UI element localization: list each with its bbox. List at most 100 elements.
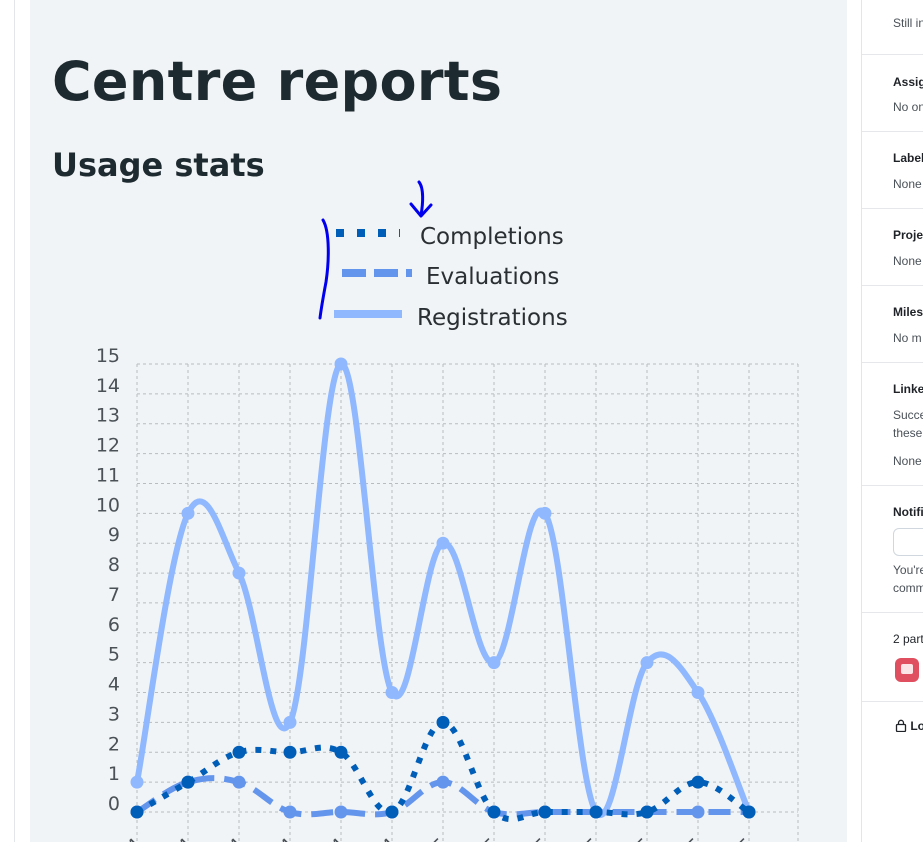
- y-tick-label: 13: [96, 405, 120, 427]
- data-point-registrations: [181, 506, 195, 520]
- right-sidebar: Still in Assig No on Label None Projec N…: [862, 0, 923, 842]
- sidebar-value-assignees: No on: [893, 100, 923, 114]
- data-point-completions: [640, 805, 654, 819]
- y-tick-label: 15: [96, 345, 120, 367]
- usage-stats-chart: Completions Evaluations Registrations 0 1 2 3…: [96, 180, 799, 842]
- x-tick-label: 15: [471, 834, 504, 842]
- page-title: Centre reports: [52, 50, 503, 113]
- x-tick-label: 14: [114, 834, 147, 842]
- avatar-icon[interactable]: [895, 658, 919, 682]
- x-tick-label: 15: [624, 834, 657, 842]
- sidebar-linked-text-2: these: [893, 426, 923, 440]
- sidebar-divider: [862, 612, 923, 613]
- y-tick-label: 1: [108, 763, 120, 785]
- sidebar-linked-text-1: Succe: [893, 408, 923, 422]
- sidebar-heading-labels[interactable]: Label: [893, 151, 923, 165]
- y-tick-label: 2: [108, 733, 120, 755]
- data-point-registrations: [436, 536, 450, 550]
- data-point-completions: [742, 805, 756, 819]
- y-tick-label: 4: [108, 674, 120, 696]
- section-title: Usage stats: [52, 146, 265, 184]
- sidebar-divider: [862, 131, 923, 132]
- data-point-completions: [538, 805, 552, 819]
- sidebar-heading-projects[interactable]: Projec: [893, 228, 923, 242]
- sidebar-heading-assignees[interactable]: Assig: [893, 75, 923, 89]
- sidebar-notifications-text-2: comm: [893, 581, 923, 595]
- y-tick-label: 14: [96, 375, 120, 397]
- data-point-registrations: [385, 686, 399, 700]
- sidebar-divider: [862, 285, 923, 286]
- data-point-registrations: [487, 656, 501, 670]
- data-point-evaluations: [436, 775, 450, 789]
- sidebar-divider: [862, 485, 923, 486]
- data-point-completions: [232, 745, 246, 759]
- sidebar-notifications-text-1: You're: [893, 563, 923, 577]
- data-point-completions: [691, 775, 705, 789]
- subscribe-button[interactable]: [893, 528, 923, 556]
- data-point-evaluations: [334, 805, 348, 819]
- y-tick-label: 7: [108, 584, 120, 606]
- y-tick-label: 5: [108, 644, 120, 666]
- legend-label-registrations: Registrations: [417, 305, 568, 331]
- left-border: [14, 0, 15, 842]
- data-point-completions: [436, 715, 450, 729]
- chart-series: [130, 357, 756, 823]
- data-point-evaluations: [232, 775, 246, 789]
- sidebar-divider: [862, 54, 923, 55]
- main-panel: Centre reports Usage stats Completions Ev…: [30, 0, 847, 842]
- sidebar-value-projects: None: [893, 254, 922, 268]
- y-tick-label: 0: [108, 793, 120, 815]
- x-tick-label: 14: [216, 834, 249, 842]
- y-tick-label: 11: [96, 464, 120, 486]
- sidebar-heading-linked[interactable]: Linke: [893, 382, 923, 396]
- chart-axes: 0123456789101112131415141414141414151515…: [96, 345, 799, 842]
- x-tick-label: 14: [165, 834, 198, 842]
- x-tick-label: 15: [675, 834, 708, 842]
- lock-label: Lo: [910, 719, 923, 733]
- x-tick-label: 15: [420, 834, 453, 842]
- sidebar-participants-heading: 2 part: [893, 632, 923, 646]
- data-point-evaluations: [283, 805, 297, 819]
- data-point-evaluations: [691, 805, 705, 819]
- sidebar-heading-milestone[interactable]: Miles: [893, 305, 923, 319]
- x-tick-label: 15: [522, 834, 555, 842]
- annotation-bracket: [318, 218, 330, 320]
- sidebar-value-milestone: No m: [893, 331, 922, 345]
- y-tick-label: 10: [96, 494, 120, 516]
- x-tick-label: 14: [318, 834, 351, 842]
- chart-legend: Completions Evaluations Registrations: [334, 224, 568, 331]
- data-point-completions: [181, 775, 195, 789]
- x-tick-label: 15: [726, 834, 759, 842]
- hand-annotation: [318, 180, 433, 320]
- annotation-arrow-head: [409, 202, 433, 218]
- annotation-arrow-shaft: [417, 180, 425, 217]
- data-point-completions: [130, 805, 144, 819]
- data-point-completions: [589, 805, 603, 819]
- sidebar-divider: [862, 701, 923, 702]
- legend-label-evaluations: Evaluations: [426, 264, 559, 290]
- data-point-registrations: [283, 715, 297, 729]
- y-tick-label: 9: [108, 524, 120, 546]
- y-tick-label: 8: [108, 554, 120, 576]
- data-point-registrations: [640, 656, 654, 670]
- y-tick-label: 3: [108, 703, 120, 725]
- lock-icon: [895, 719, 907, 733]
- x-tick-label: 14: [369, 834, 402, 842]
- sidebar-status-text: Still in: [893, 16, 923, 30]
- data-point-registrations: [232, 566, 246, 580]
- sidebar-divider: [862, 208, 923, 209]
- data-point-registrations: [130, 775, 144, 789]
- sidebar-heading-notifications: Notifi: [893, 505, 923, 519]
- data-point-registrations: [691, 686, 705, 700]
- data-point-registrations: [538, 506, 552, 520]
- sidebar-value-linked: None: [893, 454, 922, 468]
- data-point-completions: [334, 745, 348, 759]
- data-point-completions: [487, 805, 501, 819]
- y-tick-label: 6: [108, 614, 120, 636]
- legend-label-completions: Completions: [420, 224, 564, 250]
- sidebar-border: [861, 0, 862, 842]
- data-point-registrations: [334, 357, 348, 371]
- x-tick-label: 15: [573, 834, 606, 842]
- lock-conversation-link[interactable]: Lo: [895, 719, 923, 733]
- data-point-completions: [283, 745, 297, 759]
